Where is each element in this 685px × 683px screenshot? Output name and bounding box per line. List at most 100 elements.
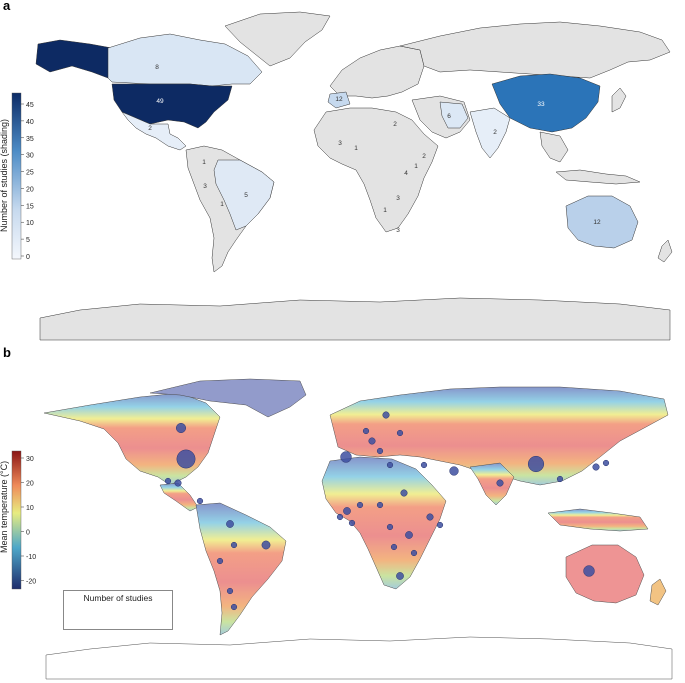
country-count-label: 1: [220, 201, 224, 208]
new-zealand-shape: [657, 239, 673, 263]
study-marker: [356, 501, 364, 509]
country-count-label: 1: [202, 159, 206, 166]
colorbar-a-tick-label: 10: [26, 220, 34, 227]
study-marker: [556, 475, 564, 483]
brazil-shape: [213, 159, 275, 231]
colorbar-b-title: Mean temperature (°C): [0, 460, 9, 553]
panel-b-label: b: [3, 345, 11, 360]
antarctica-shape: [39, 297, 671, 341]
country-count-label: 2: [493, 129, 497, 136]
canada-shape: [107, 33, 263, 87]
country-count-label: 3: [396, 227, 400, 234]
central-america-temperature: [159, 482, 199, 512]
study-marker: [386, 523, 394, 531]
new-zealand-temperature: [649, 578, 667, 606]
colorbar-b-tick-label: 10: [26, 505, 34, 512]
colorbar-a-tick-label: 0: [26, 254, 30, 261]
colorbar-b-tick-label: 20: [26, 481, 34, 488]
study-marker: [230, 603, 238, 611]
country-count-label: 12: [593, 219, 601, 226]
iran-shape: [439, 101, 469, 129]
alaska-shape: [35, 39, 113, 79]
colorbar-a-title: Number of studies (shading): [0, 118, 9, 232]
study-marker: [368, 437, 376, 445]
study-marker: [176, 449, 196, 469]
study-size-legend: Number of studies: [63, 590, 173, 630]
study-marker: [175, 422, 187, 434]
country-count-label: 12: [335, 96, 343, 103]
country-count-label: 33: [537, 101, 545, 108]
colorbar-a-tick-label: 40: [26, 119, 34, 126]
indonesia-temperature: [547, 508, 649, 532]
study-marker: [196, 497, 204, 505]
russia-shape: [399, 21, 671, 79]
colorbar-b-tick-label: 30: [26, 456, 34, 463]
study-marker: [396, 429, 404, 437]
australia-temperature: [565, 544, 645, 604]
country-count-label: 1: [414, 163, 418, 170]
europe-shape: [329, 45, 425, 99]
greenland-temperature: [149, 378, 307, 418]
study-marker: [527, 455, 545, 473]
panel-a-label: a: [3, 0, 11, 13]
study-marker: [396, 572, 404, 580]
study-marker: [420, 461, 428, 469]
study-marker: [405, 531, 413, 539]
study-count-colorbar: [11, 92, 22, 260]
study-marker: [400, 489, 408, 497]
colorbar-a-ticks: 45 40 35 30 25 20 15 10 5 0: [21, 102, 34, 261]
country-count-label: 2: [393, 121, 397, 128]
study-marker: [216, 557, 224, 565]
study-marker: [436, 521, 444, 529]
country-count-label: 3: [338, 140, 342, 147]
study-marker: [386, 461, 394, 469]
colorbar-a-tick-label: 5: [26, 237, 30, 244]
north-america-temperature: [43, 392, 221, 486]
southeast-asia-shape: [539, 131, 569, 163]
country-count-label: 4: [404, 170, 408, 177]
colorbar-a-tick-label: 20: [26, 186, 34, 193]
study-marker: [174, 479, 182, 487]
study-marker: [343, 507, 351, 515]
china-shape: [491, 73, 601, 133]
study-marker: [230, 541, 238, 549]
colorbar-a-tick-label: 15: [26, 203, 34, 210]
study-marker: [164, 477, 172, 485]
colorbar-b-ticks: 30 20 10 0 -10 -20: [21, 456, 36, 586]
study-marker: [426, 513, 434, 521]
country-count-label: 2: [148, 125, 152, 132]
study-marker: [261, 540, 271, 550]
study-marker: [226, 520, 234, 528]
colorbar-b-tick-label: -20: [26, 579, 36, 586]
australia-shape: [565, 195, 639, 249]
country-count-label: 3: [396, 195, 400, 202]
colorbar-a-tick-label: 30: [26, 153, 34, 160]
colorbar-a-tick-label: 35: [26, 136, 34, 143]
antarctica-outline: [45, 636, 673, 680]
country-count-label: 49: [156, 98, 164, 105]
study-marker: [376, 447, 384, 455]
africa-temperature: [321, 456, 447, 590]
study-marker: [390, 543, 398, 551]
greenland-shape: [224, 11, 331, 67]
temperature-colorbar: [11, 450, 22, 590]
study-markers: [164, 411, 610, 611]
country-count-label: 3: [203, 183, 207, 190]
colorbar-a-tick-label: 25: [26, 170, 34, 177]
legend-title: Number of studies: [83, 593, 153, 603]
study-marker: [340, 451, 352, 463]
colorbar-b-tick-label: -10: [26, 554, 36, 561]
study-marker: [382, 411, 390, 419]
study-marker: [336, 513, 344, 521]
country-count-label: 5: [244, 192, 248, 199]
africa-shape: [313, 107, 439, 233]
india-sea-temperature: [469, 462, 515, 506]
study-marker: [348, 519, 356, 527]
country-count-label: 6: [447, 113, 451, 120]
country-count-label: 1: [354, 145, 358, 152]
study-marker: [410, 549, 418, 557]
country-count-label: 1: [383, 207, 387, 214]
india-shape: [469, 107, 511, 159]
